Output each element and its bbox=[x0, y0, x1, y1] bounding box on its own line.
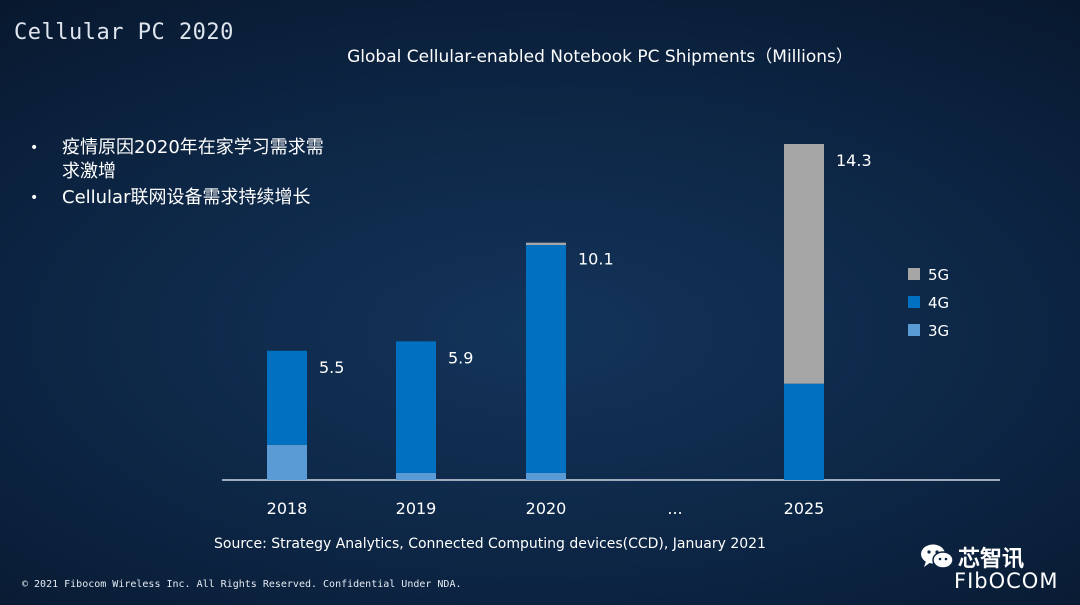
slide-title: Cellular PC 2020 bbox=[14, 20, 234, 45]
bullet-list: • 疫情原因2020年在家学习需求需求激增 • Cellular联网设备需求持续增长 bbox=[30, 136, 330, 212]
bar-total-label: 5.9 bbox=[448, 348, 473, 367]
legend-swatch bbox=[908, 268, 920, 280]
bar-4g-2019 bbox=[396, 341, 436, 473]
bar-3g-2019 bbox=[396, 472, 436, 480]
brand-name-en: FIbOCOM bbox=[954, 569, 1059, 593]
legend: 5G 4G 3G bbox=[908, 266, 949, 340]
legend-label: 5G bbox=[928, 266, 949, 284]
bar-total-label: 10.1 bbox=[578, 250, 614, 269]
x-tick-group: 2018 2019 2020... 2025 bbox=[267, 499, 825, 518]
legend-label: 3G bbox=[928, 322, 949, 340]
x-tick-label: 2018 bbox=[267, 499, 308, 518]
legend-swatch bbox=[908, 324, 920, 336]
bullet-item: • Cellular联网设备需求持续增长 bbox=[30, 186, 330, 210]
bar-4g-2018 bbox=[267, 350, 307, 445]
x-tick-label: ... bbox=[667, 499, 682, 518]
x-tick-label: 2025 bbox=[784, 499, 825, 518]
copyright-footer: © 2021 Fibocom Wireless Inc. All Rights … bbox=[22, 579, 462, 590]
legend-label: 4G bbox=[928, 294, 949, 312]
bar-group bbox=[267, 144, 824, 480]
brand-logo: 芯智讯 FIbOCOM bbox=[918, 537, 1068, 597]
bar-5g-2020 bbox=[526, 242, 566, 246]
wechat-icon bbox=[921, 544, 954, 569]
legend-swatch bbox=[908, 296, 920, 308]
source-note: Source: Strategy Analytics, Connected Co… bbox=[214, 536, 766, 552]
bar-4g-2020 bbox=[526, 245, 566, 473]
bullet-item: • 疫情原因2020年在家学习需求需求激增 bbox=[30, 136, 330, 184]
bar-3g-2018 bbox=[267, 444, 307, 480]
bullet-dot-icon: • bbox=[30, 190, 39, 206]
bar-5g-2025 bbox=[784, 144, 824, 384]
bullet-dot-icon: • bbox=[30, 140, 39, 156]
bullet-text: 疫情原因2020年在家学习需求需求激增 bbox=[62, 137, 324, 182]
x-tick-label: 2020 bbox=[526, 499, 567, 518]
bar-total-label: 14.3 bbox=[836, 151, 872, 170]
chart-title: Global Cellular-enabled Notebook PC Ship… bbox=[347, 47, 853, 67]
brand-name-cn: 芯智讯 bbox=[958, 547, 1025, 572]
x-tick-label: 2019 bbox=[396, 499, 437, 518]
total-label-group: 5.5 5.9 10.1 14.3 bbox=[319, 151, 872, 377]
bar-total-label: 5.5 bbox=[319, 358, 344, 377]
bullet-text: Cellular联网设备需求持续增长 bbox=[62, 187, 311, 208]
bar-4g-2025 bbox=[784, 383, 824, 480]
bar-3g-2020 bbox=[526, 472, 566, 480]
